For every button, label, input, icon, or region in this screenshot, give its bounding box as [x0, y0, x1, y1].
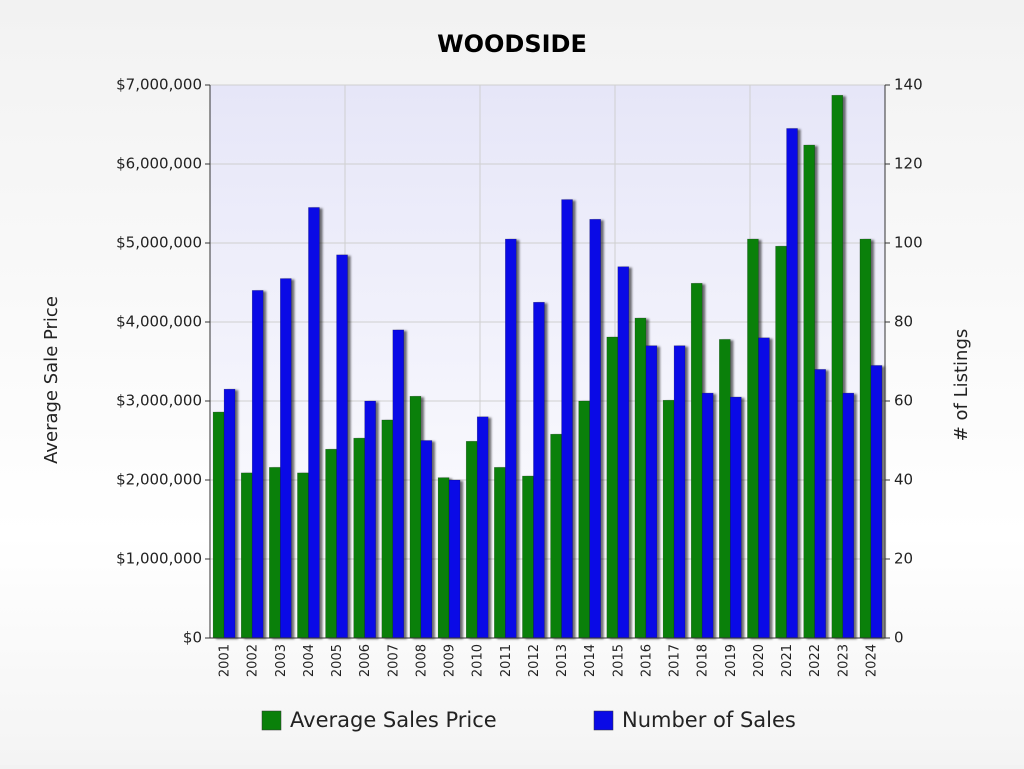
bar [775, 245, 787, 639]
bar [364, 400, 376, 639]
bar [280, 278, 292, 639]
bar [803, 144, 815, 639]
y2-axis-title: # of Listings [951, 329, 972, 442]
bar [522, 475, 534, 639]
bar [505, 238, 517, 639]
y-tick-label: $2,000,000 [116, 471, 202, 489]
x-tick-label: 2012 [527, 644, 542, 677]
x-tick-label: 2006 [358, 644, 373, 677]
plot-area [210, 85, 885, 638]
x-tick-label: 2024 [864, 644, 879, 677]
bar [251, 290, 264, 639]
bar [269, 467, 281, 639]
x-tick-label: 2016 [639, 644, 654, 677]
y-tick-label: $0 [183, 629, 202, 647]
x-tick-label: 2020 [752, 644, 767, 677]
bar [662, 399, 675, 639]
legend-swatch [261, 710, 282, 731]
bar [336, 254, 348, 639]
y-tick-label: $1,000,000 [116, 550, 202, 568]
bar [448, 479, 461, 639]
bar [550, 433, 562, 639]
y-tick-label: $3,000,000 [116, 392, 202, 410]
bar [297, 472, 309, 639]
bar [758, 337, 770, 639]
bar [673, 345, 686, 639]
x-tick-label: 2010 [471, 644, 486, 677]
bar [870, 365, 883, 639]
x-tick-label: 2007 [386, 644, 401, 677]
x-tick-label: 2002 [246, 644, 261, 677]
y2-tick-label: 80 [894, 313, 913, 331]
bar [308, 207, 320, 639]
bar [561, 199, 573, 639]
y2-tick-label: 0 [894, 629, 904, 647]
y-tick-label: $7,000,000 [116, 76, 202, 94]
bar [701, 392, 714, 639]
bar [212, 411, 225, 639]
bar [645, 345, 658, 639]
y2-tick-label: 100 [894, 234, 923, 252]
bar [223, 388, 236, 639]
bar [786, 128, 798, 639]
bar [533, 302, 545, 639]
y2-tick-label: 60 [894, 392, 913, 410]
y-axis-title: Average Sale Price [41, 296, 62, 464]
x-tick-label: 2023 [836, 644, 851, 677]
bar [240, 472, 253, 639]
y2-tick-label: 120 [894, 155, 923, 173]
legend-label: Number of Sales [622, 708, 796, 732]
x-tick-label: 2008 [414, 644, 429, 677]
x-tick-label: 2003 [274, 644, 289, 677]
bar [476, 416, 489, 639]
y-tick-label: $5,000,000 [116, 234, 202, 252]
x-tick-label: 2018 [696, 644, 711, 677]
x-tick-label: 2011 [499, 644, 514, 677]
bar [617, 266, 630, 639]
y2-tick-label: 140 [894, 76, 923, 94]
y2-tick-label: 40 [894, 471, 913, 489]
y-tick-label: $6,000,000 [116, 155, 202, 173]
bar [606, 336, 619, 639]
x-tick-label: 2001 [218, 644, 233, 677]
x-tick-label: 2015 [611, 644, 626, 677]
bar [392, 329, 405, 639]
y-tick-label: $4,000,000 [116, 313, 202, 331]
chart-title: WOODSIDE [437, 30, 587, 58]
bar [465, 441, 478, 639]
x-tick-label: 2009 [443, 644, 458, 677]
bar [730, 396, 742, 639]
x-tick-label: 2004 [302, 644, 317, 677]
bar [494, 467, 506, 639]
bar [690, 283, 703, 639]
bar [589, 219, 601, 639]
bar [634, 317, 647, 639]
bar [325, 448, 337, 639]
bar [814, 369, 826, 639]
bar [409, 396, 422, 639]
y2-tick-label: 20 [894, 550, 913, 568]
x-tick-label: 2014 [583, 644, 598, 677]
x-tick-label: 2022 [808, 644, 823, 677]
x-tick-label: 2019 [724, 644, 739, 677]
bar [381, 419, 394, 639]
bar [747, 238, 759, 639]
legend-swatch [593, 710, 614, 731]
bar [831, 95, 844, 639]
x-tick-label: 2021 [780, 644, 795, 677]
bar [842, 392, 855, 639]
bar [353, 437, 365, 639]
bar [719, 339, 731, 639]
x-tick-label: 2013 [555, 644, 570, 677]
bar [859, 238, 872, 639]
bar [437, 477, 450, 639]
x-tick-label: 2017 [668, 644, 683, 677]
x-tick-label: 2005 [330, 644, 345, 677]
bar [420, 440, 433, 639]
legend-label: Average Sales Price [290, 708, 497, 732]
bar [578, 400, 590, 639]
